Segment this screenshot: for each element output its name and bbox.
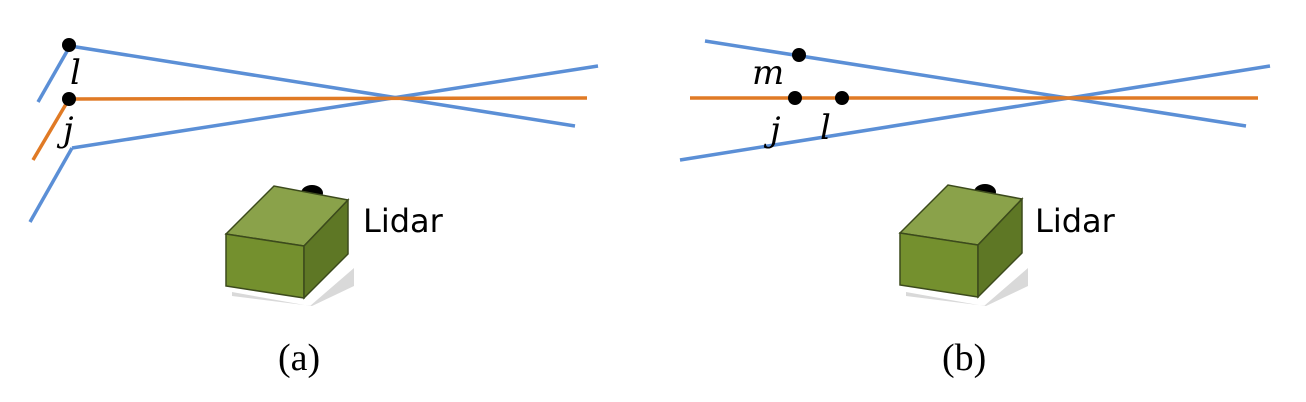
line-a	[68, 96, 588, 101]
lidar-b-label: Lidar	[1035, 202, 1116, 240]
caption-b: (b)	[942, 337, 986, 379]
panel-b: m j l Lidar (b)	[679, 39, 1271, 379]
beam-a-upper	[69, 44, 576, 128]
label-b-l: l	[820, 108, 831, 148]
beam-a-lower	[71, 64, 599, 150]
lidar-b-side	[977, 197, 1023, 299]
lidar-a-side	[303, 198, 349, 300]
lidar-b-shadow	[906, 268, 1028, 306]
label-b-j: j	[763, 110, 781, 150]
label-a-l: l	[70, 53, 81, 93]
point-a-l	[62, 38, 76, 52]
beam-a-left-bottom	[28, 147, 74, 223]
beam-b-lower	[679, 64, 1271, 162]
lidar-a	[224, 185, 354, 306]
lidar-a-front	[225, 233, 305, 299]
line-a-left	[31, 98, 71, 161]
label-b-m: m	[752, 53, 784, 93]
beam-a-left-top	[36, 45, 72, 103]
point-a-j	[62, 92, 76, 106]
lidar-b	[898, 184, 1028, 306]
lidar-a-shadow	[232, 268, 354, 306]
point-b-l	[835, 91, 849, 105]
lidar-a-label: Lidar	[363, 202, 444, 240]
point-b-m	[792, 48, 806, 62]
lidar-b-front	[899, 232, 979, 298]
panel-a: l j Lidar (a)	[28, 38, 599, 379]
caption-a: (a)	[278, 337, 320, 379]
point-b-j	[788, 91, 802, 105]
